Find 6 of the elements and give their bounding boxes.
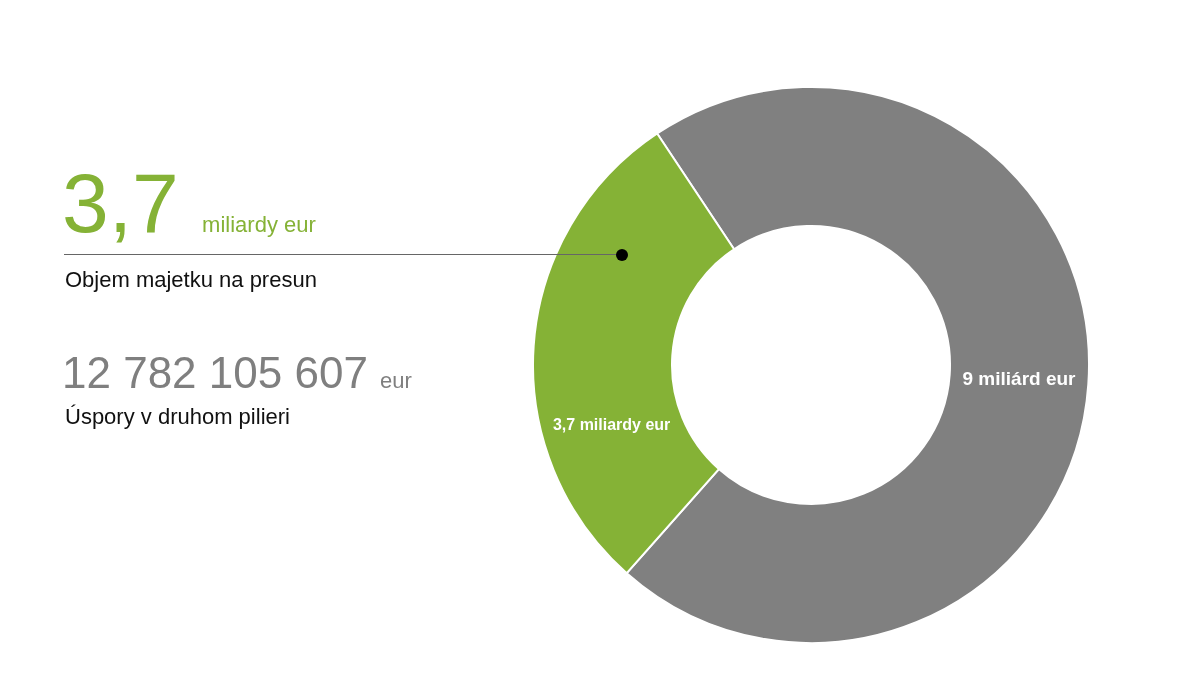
text: Objem majetku na presun bbox=[65, 267, 317, 293]
text: 12 782 105 607 eur bbox=[62, 348, 412, 397]
text: Úspory v druhom pilieri bbox=[65, 404, 290, 430]
data-label: 9 miliárd eur bbox=[962, 367, 1077, 389]
text: 3,7 miliardy eur bbox=[62, 156, 316, 250]
data-label: 3,7 miliardy eur bbox=[552, 416, 671, 434]
